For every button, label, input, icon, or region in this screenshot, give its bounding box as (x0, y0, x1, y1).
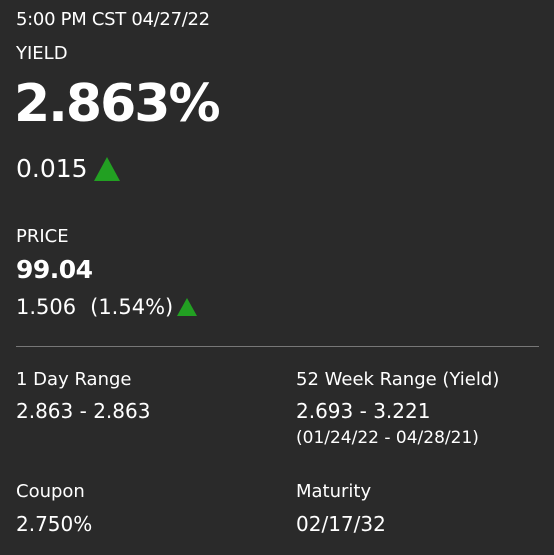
maturity-label: Maturity (296, 481, 371, 502)
coupon-value: 2.750% (16, 512, 92, 536)
price-change: 1.506 (1.54%) (16, 295, 197, 319)
yield-value: 2.863% (14, 72, 219, 136)
coupon-label: Coupon (16, 481, 85, 502)
price-value: 99.04 (16, 255, 93, 284)
day-range-label: 1 Day Range (16, 369, 132, 390)
triangle-up-icon (94, 157, 120, 181)
price-label: PRICE (16, 226, 69, 247)
week52-range-label: 52 Week Range (Yield) (296, 369, 499, 390)
yield-label: YIELD (16, 43, 68, 64)
maturity-value: 02/17/32 (296, 512, 386, 536)
yield-change-value: 0.015 (16, 154, 88, 183)
day-range-value: 2.863 - 2.863 (16, 399, 150, 423)
price-change-percent: (1.54%) (90, 295, 173, 319)
price-change-value: 1.506 (16, 295, 76, 319)
yield-change: 0.015 (16, 154, 120, 183)
timestamp: 5:00 PM CST 04/27/22 (16, 9, 210, 30)
triangle-up-icon (177, 298, 197, 316)
week52-range-dates: (01/24/22 - 04/28/21) (296, 428, 479, 448)
week52-range-value: 2.693 - 3.221 (296, 399, 430, 423)
divider (16, 346, 539, 347)
